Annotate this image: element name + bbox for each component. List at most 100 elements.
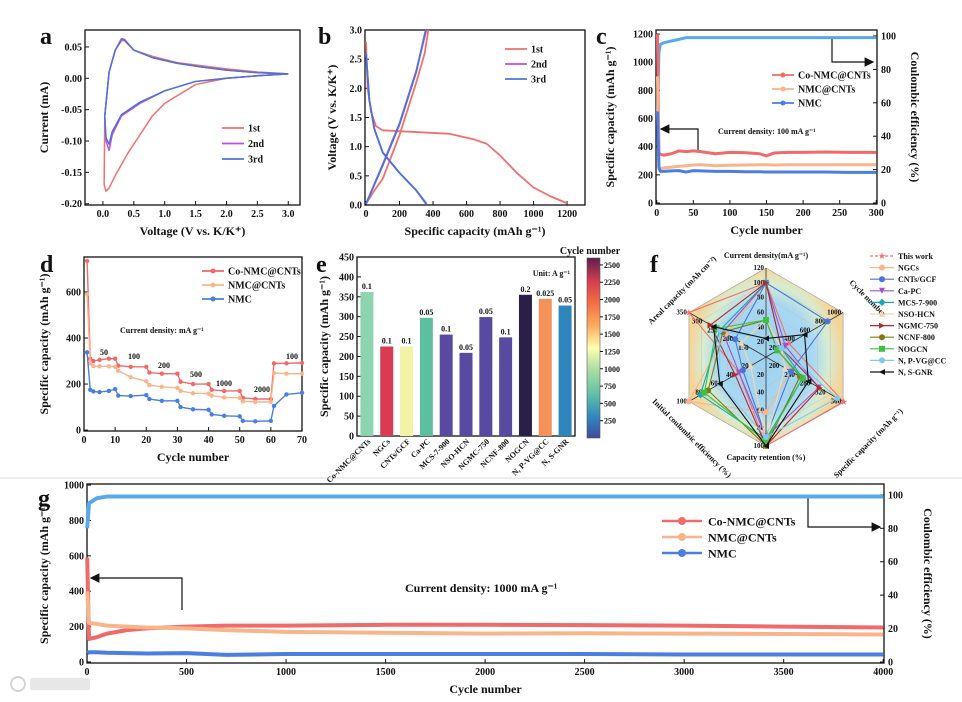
y-right-tick-label: 60 (881, 98, 891, 109)
radar-marker (763, 316, 769, 323)
y-right-tick-label: 0 (881, 198, 886, 209)
bar (558, 305, 572, 436)
arrow-left-axis-g (89, 573, 183, 610)
x-tick-label: 1.5 (189, 209, 202, 220)
radar-marker (763, 434, 769, 441)
legend-label: 2nd (531, 60, 548, 71)
radar-marker (747, 362, 754, 369)
legend-label: NCNF-800 (898, 333, 935, 342)
bar (400, 346, 414, 436)
data-point (237, 395, 242, 401)
colorbar-tick-label: 1250 (604, 347, 620, 356)
x-tick-label: 60 (266, 435, 276, 446)
legend-label: Co-NMC@CNTs (708, 515, 796, 529)
bar (439, 334, 453, 436)
data-point (144, 392, 149, 398)
radar-tick-label: 100 (754, 279, 765, 287)
data-point (268, 399, 274, 405)
radar-marker (716, 380, 723, 387)
y-tick-label: 0.5 (350, 171, 363, 182)
rate-label: 1000 (216, 379, 232, 388)
data-point (106, 364, 112, 369)
radar-tick-label: 1000 (827, 309, 842, 317)
bar (459, 352, 473, 436)
x-tick-label: 2500 (575, 667, 595, 678)
y-tick-label: 1000 (633, 58, 653, 69)
colorbar-tick-label: 1000 (604, 365, 620, 374)
discharge-curve-3rd (365, 53, 427, 205)
radar-tick-label: 80 (757, 294, 765, 302)
x-axis-title: Voltage (V vs. K/K⁺) (140, 224, 246, 238)
legend-label: NGMC-750 (898, 322, 938, 331)
data-point (209, 387, 214, 393)
x-tick-label: 50 (235, 435, 245, 446)
y-tick-label: 100 (339, 392, 354, 403)
charge-curve-3rd (365, 29, 427, 205)
x-axis-title: Specific capacity (mAh g⁻¹) (405, 224, 546, 238)
bar-rate-label: 0.2 (520, 285, 530, 294)
radar-marker (763, 443, 769, 449)
x-tick-label: 50 (688, 208, 698, 219)
y-right-axis-title: Coulombic efficiency (%) (908, 52, 922, 183)
radar-marker (879, 322, 885, 329)
radar-marker (785, 339, 793, 347)
x-tick-label: 0 (85, 667, 90, 678)
coulombic-efficiency-line (85, 494, 884, 529)
data-point (84, 292, 90, 297)
x-tick-label: 1500 (376, 667, 396, 678)
legend-label: CNTs/GCF (898, 275, 936, 284)
panel-letter-f: f (650, 252, 659, 278)
x-tick-label: 300 (869, 208, 884, 219)
y-tick-label: 1000 (64, 481, 84, 492)
radar-marker (878, 298, 886, 306)
y-axis-title: Specific capacity (mAh g⁻¹) (603, 47, 617, 188)
y-tick-label: -0.10 (61, 137, 82, 148)
colorbar-title: Cycle number (560, 246, 621, 257)
colorbar-tick-label: 500 (604, 399, 616, 408)
data-point (106, 388, 112, 394)
y-tick-label: 200 (638, 170, 653, 181)
x-tick-label: 400 (426, 209, 441, 220)
legend-label: MCS-7-900 (898, 298, 937, 307)
legend-label: NMC@CNTs (708, 531, 777, 545)
legend-label: NGCs (898, 264, 919, 273)
bar (499, 337, 513, 436)
radar-tick-label: 350 (676, 309, 687, 317)
x-tick-label: 40 (204, 435, 214, 446)
radar-marker (763, 279, 769, 286)
data-point (159, 398, 165, 404)
colorbar-tick-label: 2250 (604, 278, 620, 287)
radar-tick-label: 300 (692, 317, 703, 325)
bar (419, 317, 433, 436)
x-tick-label: 200 (796, 208, 811, 219)
data-point (112, 386, 118, 392)
radar-tick-label: 100 (754, 442, 765, 450)
radar-marker (774, 347, 781, 354)
y-axis-title: Specific capacity (mAh g⁻¹) (37, 274, 51, 415)
data-point (271, 361, 277, 366)
radar-marker (799, 375, 806, 382)
radar-tick-label: 200 (723, 335, 734, 343)
y-tick-label: 300 (339, 312, 354, 323)
data-point (88, 361, 93, 366)
legend-label: 2nd (248, 139, 265, 150)
bar-rate-label: 0.025 (536, 289, 554, 298)
plot-area-a (84, 29, 301, 206)
y-tick-label: 600 (66, 287, 81, 298)
capacity-line-NMC (86, 650, 884, 657)
radar-marker (713, 325, 720, 332)
radar-axis-title: Current density(mA g⁻¹) (724, 251, 809, 260)
data-point (190, 391, 196, 396)
data-point (91, 363, 96, 369)
legend-label: NMC (798, 99, 822, 110)
colorbar-tick-label: 750 (604, 382, 616, 391)
radar-marker (879, 369, 885, 375)
data-point (206, 407, 211, 413)
radar-tick-label: 80 (695, 389, 703, 397)
rate-label: 50 (100, 348, 108, 357)
x-tick-label: 2.5 (251, 209, 264, 220)
data-point (178, 404, 183, 410)
bar (380, 346, 394, 436)
capacity-line-Co-NMC@CNTs (85, 557, 884, 641)
bar (479, 317, 493, 436)
